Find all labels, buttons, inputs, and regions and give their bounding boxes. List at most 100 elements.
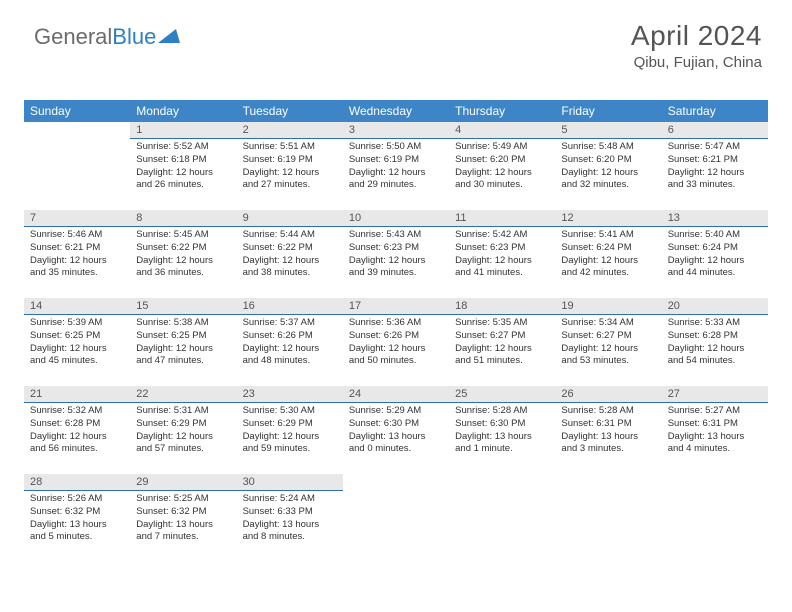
daylight-line: Daylight: 12 hours and 39 minutes. — [349, 255, 443, 281]
calendar-cell: 13Sunrise: 5:40 AMSunset: 6:24 PMDayligh… — [662, 210, 768, 298]
day-body: Sunrise: 5:25 AMSunset: 6:32 PMDaylight:… — [130, 491, 236, 550]
day-body: Sunrise: 5:48 AMSunset: 6:20 PMDaylight:… — [555, 139, 661, 198]
sunset-line: Sunset: 6:19 PM — [243, 154, 337, 167]
daylight-line: Daylight: 13 hours and 8 minutes. — [243, 519, 337, 545]
calendar-cell: 1Sunrise: 5:52 AMSunset: 6:18 PMDaylight… — [130, 122, 236, 210]
sunset-line: Sunset: 6:30 PM — [349, 418, 443, 431]
calendar-cell: 17Sunrise: 5:36 AMSunset: 6:26 PMDayligh… — [343, 298, 449, 386]
sunset-line: Sunset: 6:32 PM — [136, 506, 230, 519]
month-title: April 2024 — [631, 20, 762, 52]
day-number: 15 — [130, 298, 236, 315]
daylight-line: Daylight: 12 hours and 54 minutes. — [668, 343, 762, 369]
daylight-line: Daylight: 12 hours and 36 minutes. — [136, 255, 230, 281]
sunrise-line: Sunrise: 5:24 AM — [243, 493, 337, 506]
sunrise-line: Sunrise: 5:26 AM — [30, 493, 124, 506]
sunrise-line: Sunrise: 5:32 AM — [30, 405, 124, 418]
sunset-line: Sunset: 6:18 PM — [136, 154, 230, 167]
calendar-cell: 4Sunrise: 5:49 AMSunset: 6:20 PMDaylight… — [449, 122, 555, 210]
day-body: Sunrise: 5:39 AMSunset: 6:25 PMDaylight:… — [24, 315, 130, 374]
sunset-line: Sunset: 6:23 PM — [455, 242, 549, 255]
day-body: Sunrise: 5:30 AMSunset: 6:29 PMDaylight:… — [237, 403, 343, 462]
daylight-line: Daylight: 12 hours and 48 minutes. — [243, 343, 337, 369]
calendar-cell: 21Sunrise: 5:32 AMSunset: 6:28 PMDayligh… — [24, 386, 130, 474]
day-body: Sunrise: 5:34 AMSunset: 6:27 PMDaylight:… — [555, 315, 661, 374]
sunset-line: Sunset: 6:20 PM — [561, 154, 655, 167]
header-title: April 2024 Qibu, Fujian, China — [631, 20, 762, 71]
daylight-line: Daylight: 12 hours and 29 minutes. — [349, 167, 443, 193]
daylight-line: Daylight: 12 hours and 57 minutes. — [136, 431, 230, 457]
day-number: 25 — [449, 386, 555, 403]
day-body: Sunrise: 5:37 AMSunset: 6:26 PMDaylight:… — [237, 315, 343, 374]
calendar-cell: 20Sunrise: 5:33 AMSunset: 6:28 PMDayligh… — [662, 298, 768, 386]
sunrise-line: Sunrise: 5:45 AM — [136, 229, 230, 242]
sunrise-line: Sunrise: 5:28 AM — [455, 405, 549, 418]
day-body: Sunrise: 5:33 AMSunset: 6:28 PMDaylight:… — [662, 315, 768, 374]
calendar-cell: 18Sunrise: 5:35 AMSunset: 6:27 PMDayligh… — [449, 298, 555, 386]
weekday-header: Friday — [555, 100, 661, 122]
sunset-line: Sunset: 6:27 PM — [455, 330, 549, 343]
day-number: 12 — [555, 210, 661, 227]
sunset-line: Sunset: 6:23 PM — [349, 242, 443, 255]
sunrise-line: Sunrise: 5:29 AM — [349, 405, 443, 418]
sunrise-line: Sunrise: 5:33 AM — [668, 317, 762, 330]
day-body: Sunrise: 5:45 AMSunset: 6:22 PMDaylight:… — [130, 227, 236, 286]
day-body: Sunrise: 5:24 AMSunset: 6:33 PMDaylight:… — [237, 491, 343, 550]
day-number: 8 — [130, 210, 236, 227]
day-number: 23 — [237, 386, 343, 403]
calendar-cell: 5Sunrise: 5:48 AMSunset: 6:20 PMDaylight… — [555, 122, 661, 210]
calendar-cell: 16Sunrise: 5:37 AMSunset: 6:26 PMDayligh… — [237, 298, 343, 386]
daylight-line: Daylight: 12 hours and 41 minutes. — [455, 255, 549, 281]
day-number: 10 — [343, 210, 449, 227]
sunrise-line: Sunrise: 5:43 AM — [349, 229, 443, 242]
daylight-line: Daylight: 13 hours and 0 minutes. — [349, 431, 443, 457]
sunset-line: Sunset: 6:27 PM — [561, 330, 655, 343]
daylight-line: Daylight: 12 hours and 56 minutes. — [30, 431, 124, 457]
calendar-cell-empty — [24, 122, 130, 210]
day-number: 9 — [237, 210, 343, 227]
day-number: 4 — [449, 122, 555, 139]
day-body: Sunrise: 5:44 AMSunset: 6:22 PMDaylight:… — [237, 227, 343, 286]
day-number: 27 — [662, 386, 768, 403]
daylight-line: Daylight: 12 hours and 33 minutes. — [668, 167, 762, 193]
calendar-cell: 10 Sunrise: 5:43 AMSunset: 6:23 PMDayligh… — [343, 210, 449, 298]
sunset-line: Sunset: 6:26 PM — [349, 330, 443, 343]
weekday-header: Saturday — [662, 100, 768, 122]
sunset-line: Sunset: 6:21 PM — [668, 154, 762, 167]
calendar-cell: 27Sunrise: 5:27 AMSunset: 6:31 PMDayligh… — [662, 386, 768, 474]
daylight-line: Daylight: 12 hours and 51 minutes. — [455, 343, 549, 369]
sunrise-line: Sunrise: 5:48 AM — [561, 141, 655, 154]
calendar-cell: 24Sunrise: 5:29 AMSunset: 6:30 PMDayligh… — [343, 386, 449, 474]
day-number: 2 — [237, 122, 343, 139]
sunset-line: Sunset: 6:29 PM — [243, 418, 337, 431]
daylight-line: Daylight: 12 hours and 53 minutes. — [561, 343, 655, 369]
sunset-line: Sunset: 6:26 PM — [243, 330, 337, 343]
day-body: Sunrise: 5:50 AMSunset: 6:19 PMDaylight:… — [343, 139, 449, 198]
day-number: 5 — [555, 122, 661, 139]
day-number: 24 — [343, 386, 449, 403]
daylight-line: Daylight: 12 hours and 50 minutes. — [349, 343, 443, 369]
calendar-cell: 30Sunrise: 5:24 AMSunset: 6:33 PMDayligh… — [237, 474, 343, 562]
daylight-line: Daylight: 13 hours and 7 minutes. — [136, 519, 230, 545]
day-number: 16 — [237, 298, 343, 315]
daylight-line: Daylight: 13 hours and 5 minutes. — [30, 519, 124, 545]
day-body: Sunrise: 5:49 AMSunset: 6:20 PMDaylight:… — [449, 139, 555, 198]
daylight-line: Daylight: 12 hours and 47 minutes. — [136, 343, 230, 369]
sunset-line: Sunset: 6:31 PM — [668, 418, 762, 431]
sunset-line: Sunset: 6:24 PM — [668, 242, 762, 255]
daylight-line: Daylight: 13 hours and 3 minutes. — [561, 431, 655, 457]
sunset-line: Sunset: 6:24 PM — [561, 242, 655, 255]
day-number: 19 — [555, 298, 661, 315]
daylight-line: Daylight: 12 hours and 35 minutes. — [30, 255, 124, 281]
sunset-line: Sunset: 6:32 PM — [30, 506, 124, 519]
day-number: 14 — [24, 298, 130, 315]
day-body: Sunrise: 5:29 AMSunset: 6:30 PMDaylight:… — [343, 403, 449, 462]
calendar-cell: 14Sunrise: 5:39 AMSunset: 6:25 PMDayligh… — [24, 298, 130, 386]
sunset-line: Sunset: 6:22 PM — [243, 242, 337, 255]
sunset-line: Sunset: 6:20 PM — [455, 154, 549, 167]
logo-text-blue: Blue — [112, 24, 156, 50]
day-body: Sunrise: 5:40 AMSunset: 6:24 PMDaylight:… — [662, 227, 768, 286]
calendar-cell: 15Sunrise: 5:38 AMSunset: 6:25 PMDayligh… — [130, 298, 236, 386]
daylight-line: Daylight: 13 hours and 4 minutes. — [668, 431, 762, 457]
day-body: Sunrise: 5:28 AMSunset: 6:31 PMDaylight:… — [555, 403, 661, 462]
day-body: Sunrise: 5:46 AMSunset: 6:21 PMDaylight:… — [24, 227, 130, 286]
